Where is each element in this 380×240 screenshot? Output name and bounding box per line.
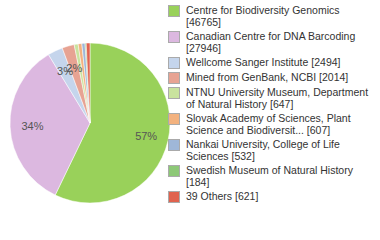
html-text:39 Others [621]: 39 Others [621]	[186, 190, 259, 202]
html-text:Nankai University, College of: Nankai University, College of Life Scien…	[186, 138, 340, 162]
html-text:Mined from GenBank, NCBI [2014: Mined from GenBank, NCBI [2014]	[186, 71, 349, 83]
svg-text:34%: 34%	[21, 120, 43, 132]
html-text:Canadian Centre for DNA Barcod: Canadian Centre for DNA Barcoding [27946…	[186, 30, 356, 54]
html-text:Swedish Museum of Natural Hist: Swedish Museum of Natural History [184]	[186, 164, 353, 188]
html-text:Centre for Biodiversity Genomi: Centre for Biodiversity Genomics [46765]	[186, 4, 340, 28]
html-text:Slovak Academy of Sciences, Pl: Slovak Academy of Sciences, Plant Scienc…	[186, 112, 351, 136]
svg-text:3%: 3%	[57, 65, 73, 78]
html-text:NTNU University Museum, Depart: NTNU University Museum, Department of Na…	[186, 86, 368, 110]
svg-text:2%: 2%	[66, 62, 82, 74]
svg-text:57%: 57%	[135, 130, 157, 142]
html-text:Wellcome Sanger Institute [249: Wellcome Sanger Institute [2494]	[186, 56, 341, 68]
